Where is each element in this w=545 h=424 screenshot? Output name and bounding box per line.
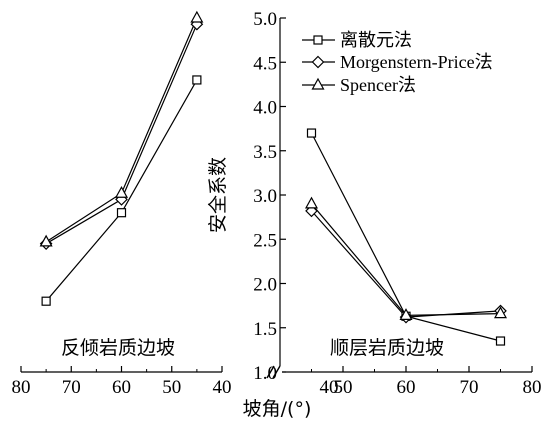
legend-label: Morgenstern-Price法 xyxy=(340,52,493,72)
y-tick-label: 5.0 xyxy=(253,9,277,30)
data-point-square xyxy=(192,75,202,85)
data-point-square xyxy=(306,128,317,138)
series-line-triangle xyxy=(311,203,501,317)
x-tick-label: 70 xyxy=(62,377,81,398)
data-point-triangle xyxy=(114,185,129,198)
y-tick-label: 3.5 xyxy=(253,142,277,163)
data-point-triangle xyxy=(493,306,508,319)
y-tick-label: 3.0 xyxy=(253,186,277,207)
data-point-square xyxy=(41,296,51,306)
x-tick-label: 50 xyxy=(162,377,181,398)
legend-marker-square xyxy=(313,35,323,45)
legend-label: Spencer法 xyxy=(340,75,416,95)
x-tick-label: 40 xyxy=(320,377,339,398)
y-tick-label: 2.5 xyxy=(253,230,277,251)
x-tick-label: 60 xyxy=(112,377,131,398)
data-point-triangle xyxy=(304,196,319,209)
data-point-square xyxy=(116,208,127,218)
x-tick-label: 80 xyxy=(523,377,542,398)
data-point-triangle xyxy=(399,308,413,320)
data-point-triangle xyxy=(190,10,204,23)
x-axis-title: 坡角/(°) xyxy=(243,398,312,420)
legend-label: 离散元法 xyxy=(340,30,412,50)
legend-marker-diamond xyxy=(311,55,325,69)
x-tick-label: 60 xyxy=(397,377,416,398)
x-tick-label: 40 xyxy=(213,377,232,398)
x-tick-label: 50 xyxy=(334,377,353,398)
y-axis-title: 安全系数 xyxy=(207,157,229,233)
axis-break-mark xyxy=(272,365,281,379)
series-line-diamond xyxy=(311,210,501,318)
panel-label: 顺层岩质边坡 xyxy=(330,337,444,359)
axes-layer xyxy=(20,17,533,379)
x-tick-label: 70 xyxy=(460,377,479,398)
legend-marker-triangle xyxy=(311,77,325,90)
data-point-triangle xyxy=(39,234,53,247)
x-tick-label: 80 xyxy=(12,377,31,398)
y-tick-label: 2.0 xyxy=(253,275,277,296)
axis-break-mark xyxy=(266,365,275,379)
panel-label: 反倾岩质边坡 xyxy=(61,337,175,359)
y-tick-label: 1.5 xyxy=(253,319,277,340)
y-tick-label: 4.0 xyxy=(253,98,277,119)
y-tick-label: 1.0 xyxy=(253,363,277,384)
data-point-square xyxy=(495,336,506,346)
y-tick-label: 4.5 xyxy=(253,53,277,74)
series-layer xyxy=(39,10,508,346)
